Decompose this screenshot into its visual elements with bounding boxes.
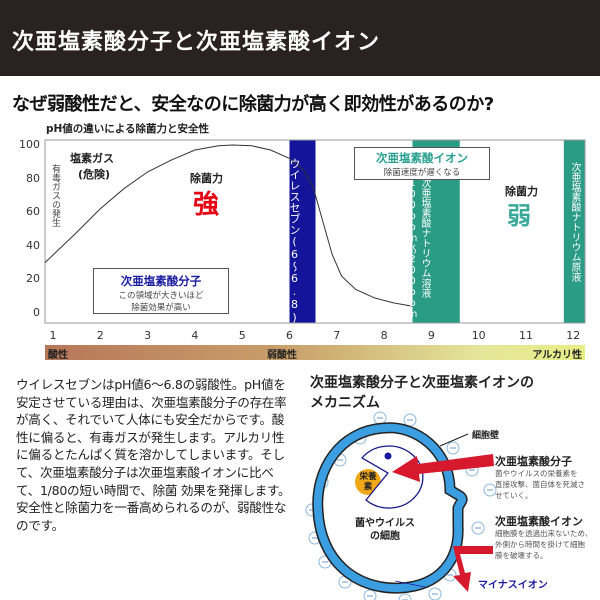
molecule-title: 次亜塩素酸分子 [120,274,202,288]
band-label-virusseven: ウイレスセブン(6〜6.8) [288,158,301,324]
nucleus-dot [384,452,392,460]
ion-desc-line: 膜を破壊する。 [495,551,548,560]
mechanism-molecule-desc: 菌やウイルスの栄養素を 直接攻撃、菌自体を死滅さ せていく。 [495,468,585,501]
band-label-sodium-solution: 次亜塩素酸ナトリウム溶液 100ppm〜200ppm [407,178,430,320]
molecule-desc-2: 除菌効果が高い [131,303,191,313]
x-tick-label: 4 [191,329,199,342]
ion-desc: 除菌速度が遅くなる [383,168,461,178]
ion-desc-line: 細胞膜を透過出来ないため、 [495,529,593,538]
x-tick-label: 12 [566,329,581,342]
strong-label: 強 [193,190,220,220]
mechanism-title: 次亜塩素酸分子と次亜塩素イオンの メカニズム [310,373,534,413]
x-tick-label: 3 [144,329,152,342]
power-label-weak: 除菌力 [505,185,538,198]
ph-band [289,140,316,323]
plot-frame [44,139,586,324]
minus-ion-icon [398,593,412,600]
nutrient [355,469,381,495]
x-tick-label: 1 [49,329,57,342]
ph-band [563,140,585,323]
x-tick-label: 8 [380,329,388,342]
mechanism-molecule-title: 次亜塩素酸分子 [495,455,572,468]
pacman-cell-core [360,445,424,509]
mechanism-diagram [305,411,497,600]
ion-arrow [453,546,493,592]
danger-label: (危険) [78,168,111,181]
molecule-desc-line: 菌やウイルスの栄養素を [495,469,578,478]
cell-membrane [313,423,467,593]
chlorine-gas-label: 塩素ガス [70,152,114,165]
subtitle: なぜ弱酸性だと、安全なのに除菌力が高く即効性があるのか? [12,94,494,115]
mechanism-title-line2: メカニズム [310,395,380,411]
y-tick-label: 60 [26,205,40,219]
cell-label-text: 菌やウイルス の細胞 [345,517,425,543]
mechanism-ion-title: 次亜塩素酸イオン [495,515,583,528]
ion-box: 次亜塩素酸イオン 除菌速度が遅くなる [354,147,490,180]
x-tick-label: 5 [238,329,246,342]
y-tick-label: 100 [19,138,40,151]
cell-label-2: の細胞 [370,531,400,542]
alkaline-label: アルカリ性 [532,350,582,361]
nutrient-label-1: 栄養 [359,472,377,482]
x-tick-label: 6 [286,329,293,342]
toxic-gas-label: 有毒ガスの発生 [50,164,60,227]
minus-ion-icon [363,589,377,600]
molecule-desc-line: せていく。 [495,491,533,500]
nutrient-label-2: 素 [363,482,373,492]
band-label-sodium-stock: 次亜塩素酸ナトリウム原液 [569,162,580,282]
x-tick-label: 2 [96,329,104,342]
ion-desc-line: 外側から時間を掛けて細胞 [495,540,585,549]
acidity-scale: 酸性 弱酸性 アルカリ性 [45,345,585,361]
efficacy-curve [44,144,413,307]
molecule-desc-1: この領域が大きいほど [118,291,204,301]
ion-title: 次亜塩素酸イオン [376,151,468,165]
cell-label-1: 菌やウイルス [355,518,415,529]
minus-ion-label: マイナスイオン [478,580,548,591]
mechanism-title-line1: 次亜塩素酸分子と次亜塩素イオンの [310,375,534,391]
molecule-arrow [392,454,494,482]
y-tick-label: 0 [33,306,40,319]
acid-label: 酸性 [48,350,68,361]
x-tick-label: 9 [427,329,435,342]
weak-acid-label: 弱酸性 [267,350,297,361]
weak-label: 弱 [507,202,531,230]
page-title: 次亜塩素酸分子と次亜塩素酸イオン [12,30,381,55]
x-tick-label: 10 [471,329,486,342]
nutrient-label: 栄養素 [359,472,377,492]
x-tick-label: 7 [333,329,341,342]
y-tick-label: 40 [26,238,40,252]
power-label-strong: 除菌力 [190,172,223,185]
chart-title: pH値の違いによる除菌力と安全性 [46,123,209,135]
molecule-box: 次亜塩素酸分子 この領域が大きいほど 除菌効果が高い [93,268,229,314]
explanation-text: ウイレスセブンはpH値6〜6.8の弱酸性。pH値を安定させている理由は、次亜塩素… [16,377,291,533]
y-tick-label: 80 [26,171,40,185]
mechanism-ion-desc: 細胞膜を透過出来ないため、 外側から時間を掛けて細胞 膜を破壊する。 [495,528,593,561]
molecule-desc-line: 直接攻撃、菌自体を死滅さ [495,480,585,489]
minus-ion-pointer [394,580,426,588]
y-tick-label: 20 [26,272,40,286]
cell-wall-label: 細胞壁 [472,431,500,441]
x-tick-label: 11 [519,329,533,342]
cell-wall-pointer [439,433,469,447]
header-banner: 次亜塩素酸分子と次亜塩素酸イオン [0,0,600,76]
